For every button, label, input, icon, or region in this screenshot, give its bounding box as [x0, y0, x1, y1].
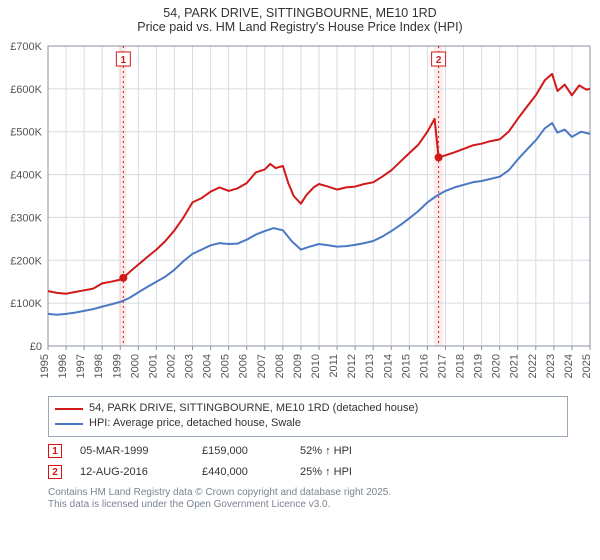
sales-row: 1 05-MAR-1999 £159,000 52% ↑ HPI [48, 441, 568, 462]
footer-line1: Contains HM Land Registry data © Crown c… [48, 487, 592, 500]
svg-text:2017: 2017 [436, 354, 448, 378]
plot-area: £0 £100K £200K £300K £400K £500K £600K £700K 199… [8, 38, 592, 390]
svg-text:2019: 2019 [473, 354, 485, 378]
svg-text:2025: 2025 [581, 354, 592, 378]
legend-item: HPI: Average price, detached house, Swal… [55, 416, 561, 431]
svg-text:2005: 2005 [220, 354, 232, 378]
legend-swatch [55, 423, 83, 425]
svg-text:2022: 2022 [527, 354, 539, 378]
svg-text:2001: 2001 [147, 354, 159, 378]
svg-text:£600K: £600K [10, 84, 42, 96]
svg-text:2023: 2023 [545, 354, 557, 378]
sale-marker-badge: 1 [48, 444, 62, 458]
svg-text:1: 1 [121, 55, 127, 66]
legend-swatch [55, 408, 83, 410]
sale-hpi: 52% ↑ HPI [300, 441, 352, 462]
svg-text:2004: 2004 [202, 354, 214, 378]
svg-text:2003: 2003 [184, 354, 196, 378]
svg-text:1996: 1996 [57, 354, 69, 378]
svg-text:2006: 2006 [238, 354, 250, 378]
sale-price: £440,000 [202, 462, 282, 483]
svg-text:2007: 2007 [256, 354, 268, 378]
svg-text:£100K: £100K [10, 298, 42, 310]
chart-container: 54, PARK DRIVE, SITTINGBOURNE, ME10 1RD … [0, 0, 600, 516]
svg-text:2018: 2018 [455, 354, 467, 378]
svg-text:2013: 2013 [364, 354, 376, 378]
svg-text:1995: 1995 [39, 354, 51, 378]
svg-text:2: 2 [436, 55, 442, 66]
sales-table: 1 05-MAR-1999 £159,000 52% ↑ HPI 2 12-AUG-201… [48, 441, 568, 483]
svg-text:2015: 2015 [400, 354, 412, 378]
legend-item: 54, PARK DRIVE, SITTINGBOURNE, ME10 1RD … [55, 401, 561, 416]
svg-text:1997: 1997 [75, 354, 87, 378]
svg-text:£500K: £500K [10, 127, 42, 139]
svg-text:1998: 1998 [93, 354, 105, 378]
svg-text:£300K: £300K [10, 212, 42, 224]
title-block: 54, PARK DRIVE, SITTINGBOURNE, ME10 1RD … [8, 6, 592, 34]
sale-price: £159,000 [202, 441, 282, 462]
svg-text:2024: 2024 [563, 354, 575, 378]
svg-text:£200K: £200K [10, 255, 42, 267]
title-line2: Price paid vs. HM Land Registry's House … [8, 20, 592, 34]
svg-text:2008: 2008 [274, 354, 286, 378]
sale-date: 12-AUG-2016 [80, 462, 184, 483]
svg-text:2011: 2011 [328, 354, 340, 378]
svg-text:2010: 2010 [310, 354, 322, 378]
svg-text:2012: 2012 [346, 354, 358, 378]
svg-text:2020: 2020 [491, 354, 503, 378]
legend-label: 54, PARK DRIVE, SITTINGBOURNE, ME10 1RD … [89, 401, 418, 416]
legend: 54, PARK DRIVE, SITTINGBOURNE, ME10 1RD … [48, 396, 568, 437]
svg-text:£700K: £700K [10, 41, 42, 53]
svg-text:2021: 2021 [509, 354, 521, 378]
footer-line2: This data is licensed under the Open Gov… [48, 499, 592, 512]
sale-date: 05-MAR-1999 [80, 441, 184, 462]
sale-hpi: 25% ↑ HPI [300, 462, 352, 483]
sale-marker-badge: 2 [48, 465, 62, 479]
svg-text:2016: 2016 [418, 354, 430, 378]
svg-text:£400K: £400K [10, 170, 42, 182]
sales-row: 2 12-AUG-2016 £440,000 25% ↑ HPI [48, 462, 568, 483]
svg-text:£0: £0 [30, 341, 42, 353]
footer-attribution: Contains HM Land Registry data © Crown c… [48, 487, 592, 512]
svg-text:2009: 2009 [292, 354, 304, 378]
svg-text:2014: 2014 [382, 354, 394, 378]
svg-text:2000: 2000 [129, 354, 141, 378]
svg-text:2002: 2002 [165, 354, 177, 378]
line-chart-svg: £0 £100K £200K £300K £400K £500K £600K £700K 199… [8, 38, 592, 390]
title-line1: 54, PARK DRIVE, SITTINGBOURNE, ME10 1RD [8, 6, 592, 20]
legend-label: HPI: Average price, detached house, Swal… [89, 416, 301, 431]
svg-text:1999: 1999 [111, 354, 123, 378]
